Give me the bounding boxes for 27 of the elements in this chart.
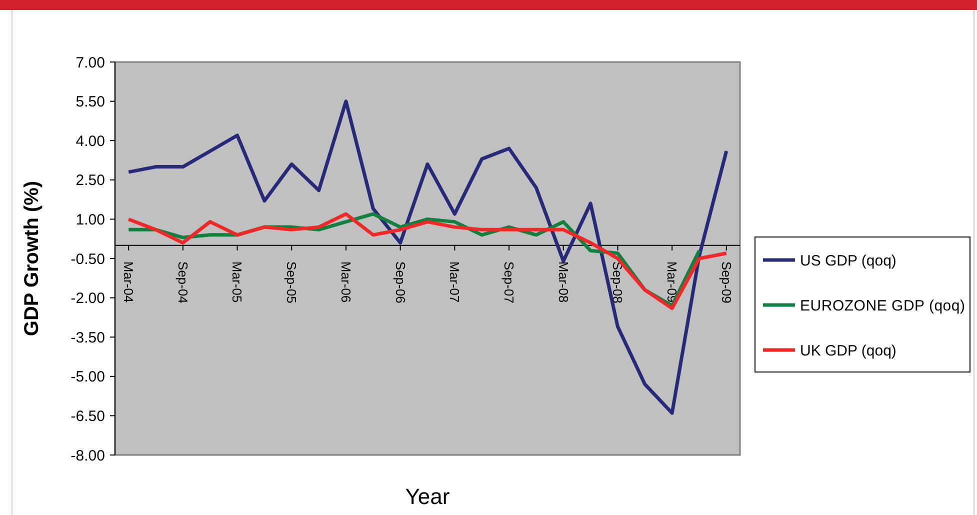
legend-label: US GDP (qoq) [800, 252, 896, 270]
x-tick-label: Sep-09 [718, 261, 734, 304]
y-tick-label: -6.50 [70, 408, 105, 425]
x-tick-label: Mar-07 [447, 261, 462, 303]
x-tick-label: Mar-08 [556, 261, 571, 303]
legend-label: EUROZONE GDP (qoq) [800, 297, 965, 314]
y-tick-label: -0.50 [70, 250, 105, 268]
y-tick-label: 5.50 [76, 94, 105, 111]
x-tick-label: Sep-06 [392, 261, 408, 304]
y-tick-label: -8.00 [70, 447, 105, 464]
x-tick-label: Mar-04 [121, 261, 136, 303]
x-tick-label: Mar-05 [230, 261, 245, 303]
y-tick-label: 2.50 [76, 172, 105, 190]
x-tick-label: Sep-04 [175, 261, 190, 304]
y-tick-label: 1.00 [76, 211, 105, 228]
x-axis-title: Year [405, 484, 450, 509]
y-tick-label: -5.00 [70, 368, 105, 386]
x-tick-label: Sep-07 [501, 261, 516, 304]
y-tick-label: -2.00 [70, 290, 105, 308]
x-tick-label: Sep-05 [284, 261, 300, 304]
y-tick-label: 7.00 [76, 54, 105, 72]
y-tick-label: -3.50 [70, 329, 105, 346]
y-axis-title: GDP Growth (%) [21, 180, 43, 336]
legend-label: UK GDP (qoq) [800, 342, 896, 360]
x-tick-label: Mar-06 [338, 261, 354, 303]
x-tick-label: Sep-08 [610, 261, 626, 304]
y-tick-label: 4.00 [76, 132, 105, 150]
